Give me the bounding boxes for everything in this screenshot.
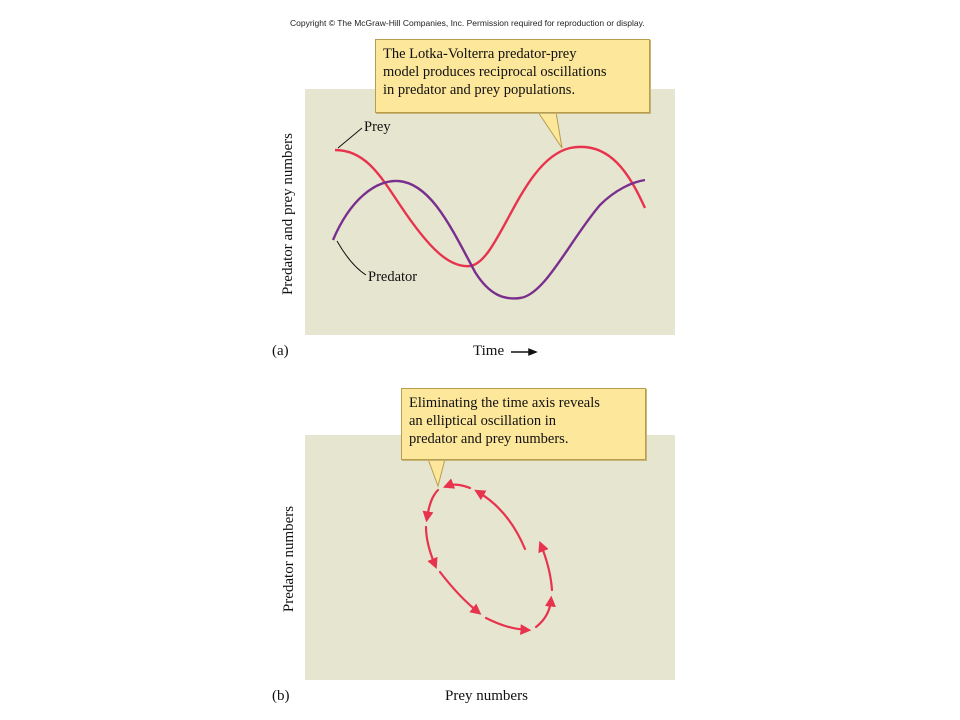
panel-b-label: (b) [272, 688, 290, 704]
time-label-text: Time [473, 343, 505, 359]
predator-curve [331, 178, 646, 300]
panel-a-x-axis-label: Time [473, 343, 504, 360]
predator-leader-line [336, 240, 367, 276]
cycle-segment [484, 616, 532, 636]
panel-b-x-axis-label: Prey numbers [445, 688, 528, 704]
prey-series-label: Prey [364, 119, 391, 135]
panel-b-callout-line: predator and prey numbers. [409, 431, 569, 447]
panel-a-plot-area [305, 89, 675, 335]
panel-b-callout-line: Eliminating the time axis reveals [409, 395, 600, 411]
panel-b-callout: Eliminating the time axis reveals an ell… [401, 388, 646, 460]
panel-a-callout: The Lotka-Volterra predator-prey model p… [375, 39, 650, 113]
prey-curve [334, 145, 647, 268]
copyright-notice: Copyright © The McGraw-Hill Companies, I… [290, 18, 645, 28]
panel-a-callout-line: model produces reciprocal oscillations [383, 64, 607, 80]
panel-b-callout-line: an elliptical oscillation in [409, 413, 556, 429]
prey-leader-line [337, 127, 363, 149]
panel-a-callout-line: The Lotka-Volterra predator-prey [383, 46, 577, 62]
panel-a-callout-line: in predator and prey populations. [383, 82, 576, 98]
panel-b-plot-area [305, 435, 675, 680]
cycle-segment [422, 488, 440, 523]
predator-series-label: Predator [368, 269, 417, 285]
cycle-segment [534, 595, 556, 629]
callout-a-pointer [537, 111, 563, 149]
cycle-segment [474, 489, 527, 551]
cycle-segment [442, 478, 472, 490]
panel-a-label: (a) [272, 343, 289, 359]
callout-b-pointer [427, 458, 446, 488]
cycle-segment [424, 525, 438, 570]
cycle-segment [538, 540, 554, 592]
cycle-segment [438, 570, 482, 615]
predator-prey-cycle [422, 478, 556, 636]
